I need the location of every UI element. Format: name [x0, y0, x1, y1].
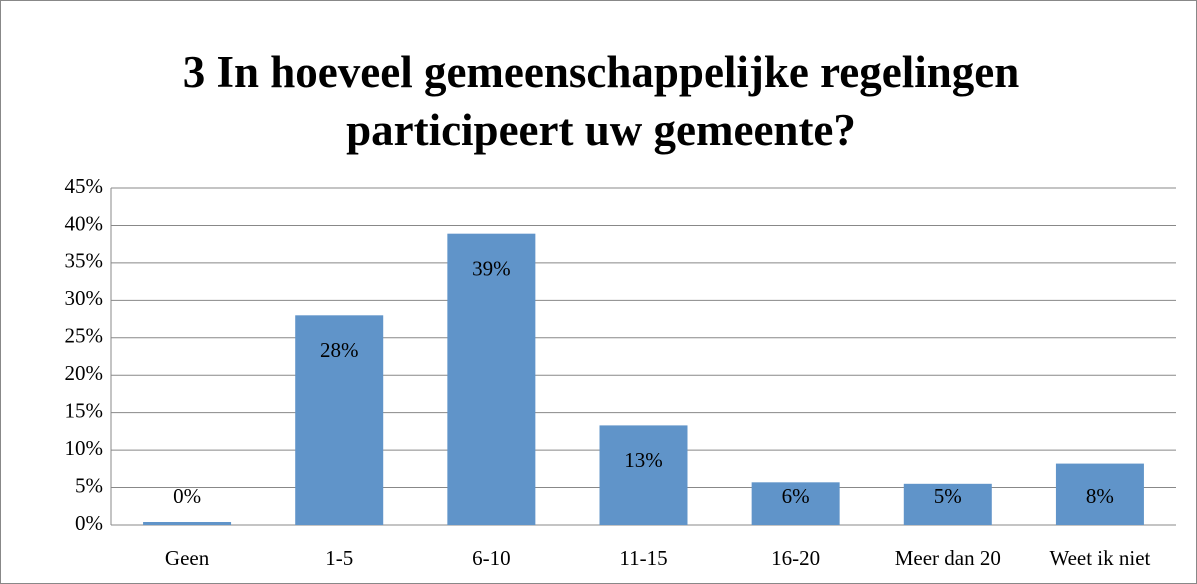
bar — [143, 522, 232, 525]
y-tick-label: 20% — [65, 361, 104, 385]
x-tick-label: Meer dan 20 — [895, 546, 1001, 570]
bar — [295, 315, 384, 525]
x-tick-label: 11-15 — [619, 546, 667, 570]
bar — [903, 483, 992, 525]
y-tick-label: 0% — [75, 511, 103, 535]
x-tick-label: 1-5 — [325, 546, 353, 570]
x-tick-label: Weet ik niet — [1049, 546, 1150, 570]
data-label: 0% — [173, 484, 201, 508]
y-tick-label: 10% — [65, 436, 104, 460]
y-tick-label: 40% — [65, 211, 104, 235]
data-label: 28% — [320, 338, 359, 362]
y-tick-label: 15% — [65, 398, 104, 422]
bar — [599, 425, 688, 525]
x-tick-label: 16-20 — [771, 546, 820, 570]
bar — [751, 482, 840, 525]
y-tick-label: 5% — [75, 473, 103, 497]
data-label: 13% — [624, 448, 663, 472]
bar — [1055, 463, 1144, 525]
data-label: 5% — [934, 484, 962, 508]
y-tick-label: 35% — [65, 249, 104, 273]
data-label: 39% — [472, 256, 511, 280]
x-tick-label: 6-10 — [472, 546, 511, 570]
bar — [447, 233, 536, 525]
y-tick-label: 45% — [65, 174, 104, 198]
y-tick-label: 30% — [65, 286, 104, 310]
chart-title: 3 In hoeveel gemeenschappelijke regeling… — [182, 47, 1020, 155]
y-tick-label: 25% — [65, 324, 104, 348]
data-label: 8% — [1086, 484, 1114, 508]
data-label: 6% — [782, 484, 810, 508]
x-tick-label: Geen — [165, 546, 210, 570]
